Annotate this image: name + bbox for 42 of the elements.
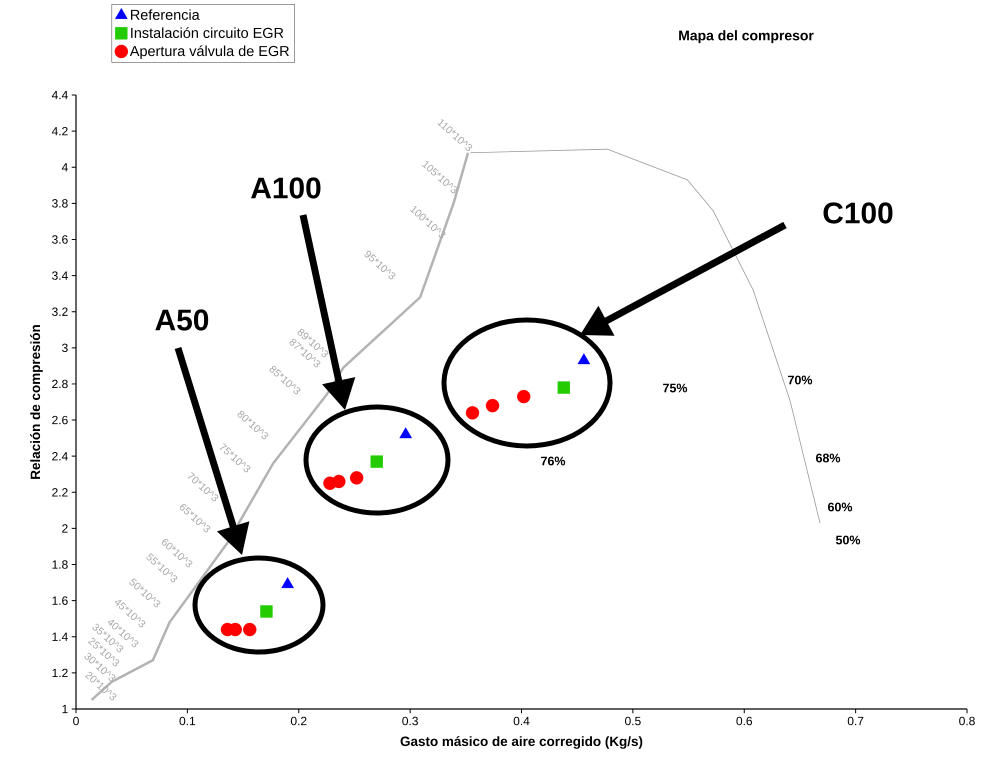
- y-tick-label: 2.8: [52, 380, 68, 388]
- y-tick-label: 2.4: [52, 452, 68, 460]
- y-tick-label: 4.4: [52, 90, 68, 100]
- y-axis-title: Relación de compresión: [30, 325, 43, 479]
- y-tick-label: 2.2: [52, 488, 68, 496]
- y-tick-label: 3.2: [52, 307, 68, 316]
- x-tick-label: 0.3: [402, 716, 418, 726]
- x-axis-title: Gasto másico de aire corregido (Kg/s): [400, 736, 642, 749]
- y-tick-label: 1.2: [52, 668, 68, 678]
- annotation: 60%: [828, 502, 852, 512]
- y-tick-label: 3.6: [52, 235, 68, 244]
- annotation: C100: [824, 202, 892, 224]
- x-tick-label: 0.2: [290, 716, 306, 726]
- annotation: 68%: [816, 454, 840, 462]
- x-tick-label: 0.7: [848, 716, 864, 726]
- annotation: 70%: [788, 376, 812, 384]
- chart-title: Mapa del compresor: [679, 30, 814, 44]
- y-tick-label: 2.6: [52, 416, 68, 424]
- y-tick-label: 2: [62, 524, 68, 533]
- y-tick-label: 3.8: [52, 199, 68, 208]
- y-tick-label: 4.2: [52, 126, 68, 136]
- x-tick-label: 0.6: [736, 716, 752, 726]
- y-tick-label: 3: [62, 344, 68, 352]
- annotation: 76%: [541, 456, 566, 466]
- x-tick-label: 0.8: [959, 716, 975, 726]
- x-tick-label: 0.1: [180, 716, 196, 726]
- annotation: 75%: [663, 384, 688, 392]
- annotation: A100: [251, 177, 320, 199]
- legend-label: Instalación circuito EGR: [131, 27, 284, 38]
- annotation: 50%: [836, 536, 860, 544]
- x-tick-label: 0.4: [514, 716, 530, 726]
- legend-label: Apertura válvula de EGR: [130, 45, 289, 60]
- y-tick-label: 4: [62, 163, 68, 172]
- x-tick-label: 0: [73, 716, 79, 726]
- y-tick-label: 1: [62, 704, 68, 714]
- y-tick-label: 3.4: [52, 271, 68, 280]
- legend-label: Referencia: [131, 9, 200, 20]
- annotation: A50: [155, 309, 208, 331]
- y-tick-label: 1.8: [52, 560, 68, 569]
- y-tick-label: 1.4: [52, 632, 68, 641]
- x-tick-label: 0.5: [625, 716, 641, 726]
- y-tick-label: 1.6: [52, 596, 68, 605]
